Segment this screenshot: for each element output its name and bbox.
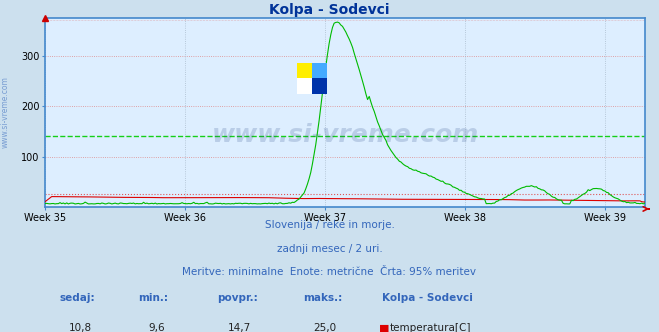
Bar (297, 78, 312, 94)
Text: 10,8: 10,8 (69, 323, 92, 332)
Text: maks.:: maks.: (303, 293, 343, 303)
Text: ■: ■ (379, 323, 389, 332)
Text: povpr.:: povpr.: (217, 293, 258, 303)
Text: www.si-vreme.com: www.si-vreme.com (1, 77, 10, 148)
Bar (297, 63, 312, 78)
Text: Meritve: minimalne  Enote: metrične  Črta: 95% meritev: Meritve: minimalne Enote: metrične Črta:… (183, 267, 476, 277)
Text: 14,7: 14,7 (227, 323, 250, 332)
Text: temperatura[C]: temperatura[C] (390, 323, 472, 332)
Text: Slovenija / reke in morje.: Slovenija / reke in morje. (264, 220, 395, 230)
Bar (312, 78, 327, 94)
Text: sedaj:: sedaj: (59, 293, 95, 303)
Text: Kolpa - Sodevci: Kolpa - Sodevci (382, 293, 473, 303)
Text: 9,6: 9,6 (148, 323, 165, 332)
Text: 25,0: 25,0 (313, 323, 336, 332)
Text: zadnji mesec / 2 uri.: zadnji mesec / 2 uri. (277, 243, 382, 254)
Bar (312, 63, 327, 78)
Text: Kolpa - Sodevci: Kolpa - Sodevci (270, 3, 389, 17)
Text: min.:: min.: (138, 293, 169, 303)
Text: www.si-vreme.com: www.si-vreme.com (212, 123, 478, 147)
